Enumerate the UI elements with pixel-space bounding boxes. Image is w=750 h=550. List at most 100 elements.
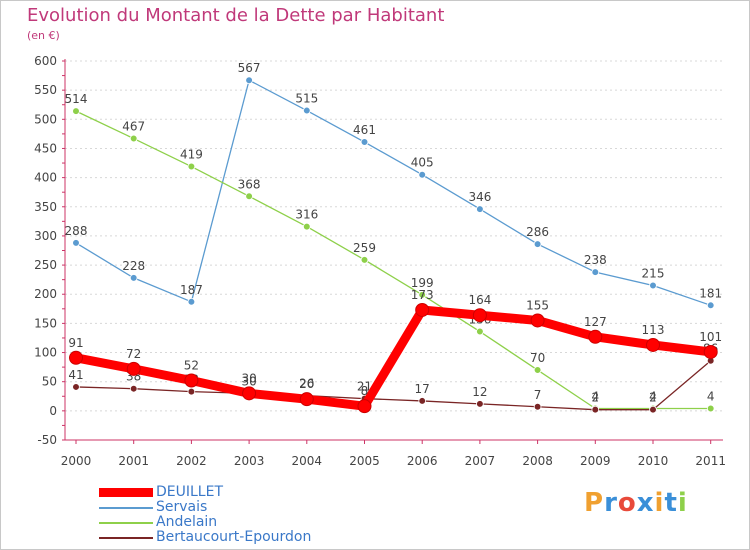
- data-label: 515: [295, 92, 318, 106]
- data-point: [591, 405, 600, 414]
- data-point: [415, 302, 430, 317]
- data-point: [649, 281, 657, 290]
- x-tick-label: 2004: [292, 454, 323, 468]
- data-point: [129, 274, 138, 282]
- data-point: [187, 387, 196, 396]
- data-label: 127: [584, 315, 607, 329]
- legend-swatch: [99, 507, 153, 509]
- data-label: 72: [126, 347, 141, 361]
- data-point: [302, 222, 311, 231]
- data-point: [242, 386, 257, 401]
- data-point: [533, 402, 542, 411]
- data-label: 316: [295, 208, 318, 222]
- x-tick-label: 2002: [176, 454, 207, 468]
- data-label: 467: [122, 120, 145, 134]
- data-label: 70: [530, 351, 545, 365]
- data-label: 2: [649, 391, 657, 405]
- data-label: 164: [468, 293, 491, 307]
- data-label: 346: [468, 190, 491, 204]
- x-tick-label: 2011: [695, 454, 726, 468]
- logo-letter: i: [677, 488, 688, 518]
- logo-letter: x: [636, 488, 655, 518]
- data-label: 8: [361, 384, 369, 398]
- data-label: 52: [184, 359, 199, 373]
- data-label: 173: [411, 288, 434, 302]
- x-tick-label: 2009: [580, 454, 611, 468]
- data-label: 26: [299, 377, 314, 391]
- data-label: 2: [591, 391, 599, 405]
- data-label: 405: [411, 156, 434, 170]
- x-tick-label: 2006: [407, 454, 438, 468]
- x-tick-label: 2008: [522, 454, 553, 468]
- legend-item: Servais: [99, 499, 399, 515]
- x-tick-label: 2005: [349, 454, 380, 468]
- data-point: [418, 291, 427, 299]
- proxiti-logo: Proxiti: [584, 488, 688, 518]
- data-label: 368: [238, 177, 261, 191]
- legend-label: DEUILLET: [156, 484, 223, 500]
- data-point: [126, 361, 141, 376]
- logo-letter: i: [654, 488, 665, 518]
- y-tick-label: 250: [34, 258, 57, 272]
- data-label: 7: [534, 388, 542, 402]
- y-tick-label: 50: [42, 375, 57, 389]
- data-label: 41: [68, 368, 83, 382]
- x-tick-label: 2007: [465, 454, 496, 468]
- legend-label: Bertaucourt-Epourdon: [156, 529, 312, 545]
- data-point: [360, 138, 369, 146]
- data-point: [472, 308, 487, 323]
- data-label: 4: [707, 390, 715, 404]
- data-point: [187, 298, 196, 306]
- data-label: 567: [238, 61, 261, 75]
- data-label: 155: [526, 298, 549, 312]
- data-label: 113: [642, 323, 665, 337]
- data-point: [72, 107, 80, 115]
- data-point: [588, 329, 603, 344]
- logo-letter: t: [664, 488, 678, 518]
- data-point: [129, 384, 138, 393]
- data-label: 20: [299, 377, 314, 391]
- data-point: [299, 392, 314, 407]
- series-line-andelain: [75, 110, 712, 410]
- legend-swatch: [99, 537, 153, 539]
- data-label: 514: [65, 92, 88, 106]
- data-label: 4: [591, 390, 599, 404]
- logo-letter: o: [617, 488, 637, 518]
- legend-item: Bertaucourt-Epourdon: [99, 529, 399, 545]
- data-point: [418, 170, 427, 179]
- y-tick-label: 300: [34, 229, 57, 243]
- y-tick-label: 100: [34, 346, 57, 360]
- data-label: 187: [180, 283, 203, 297]
- data-point: [72, 383, 80, 391]
- data-label: 21: [357, 380, 372, 394]
- y-tick-label: 550: [34, 83, 57, 97]
- legend-swatch: [99, 522, 153, 524]
- data-point: [360, 256, 369, 264]
- logo-letter: P: [584, 488, 605, 518]
- y-tick-label: 600: [34, 54, 57, 68]
- data-label: 259: [353, 241, 376, 255]
- data-label: 238: [584, 253, 607, 267]
- y-tick-label: 400: [34, 171, 57, 185]
- series-line-bertaucourt-epourdon: [75, 360, 712, 411]
- data-label: 286: [526, 225, 549, 239]
- data-point: [533, 366, 542, 374]
- data-point: [533, 240, 542, 248]
- y-tick-label: 0: [49, 404, 57, 418]
- legend-item: Andelain: [99, 514, 399, 530]
- legend-label: Andelain: [156, 514, 218, 530]
- data-point: [129, 134, 138, 143]
- data-point: [646, 337, 660, 352]
- data-label: 17: [415, 382, 430, 396]
- x-tick-label: 2010: [638, 454, 669, 468]
- data-label: 30: [241, 371, 256, 385]
- legend-item: DEUILLET: [99, 484, 399, 500]
- data-point: [184, 373, 199, 388]
- data-label: 215: [642, 266, 665, 280]
- data-point: [649, 405, 657, 414]
- data-point: [245, 192, 253, 201]
- data-point: [703, 344, 718, 359]
- y-tick-label: 150: [34, 316, 57, 330]
- data-label: 419: [180, 148, 203, 162]
- data-point: [476, 205, 484, 213]
